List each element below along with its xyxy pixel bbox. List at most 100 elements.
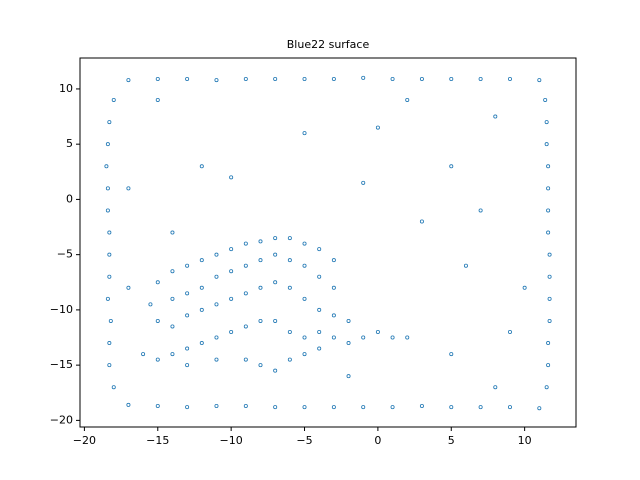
point	[287, 357, 292, 362]
point	[155, 404, 160, 409]
point	[361, 405, 366, 410]
point	[148, 302, 153, 307]
point	[126, 78, 131, 83]
point	[107, 341, 112, 346]
point	[243, 263, 248, 268]
y-tick-label: −10	[50, 303, 73, 316]
point	[107, 252, 112, 257]
point	[126, 186, 131, 191]
point	[546, 341, 551, 346]
point	[258, 363, 263, 368]
point	[302, 296, 307, 301]
point	[405, 97, 410, 102]
point	[449, 352, 454, 357]
point	[405, 335, 410, 340]
point	[544, 142, 549, 147]
point	[317, 247, 322, 252]
y-tick-label: −15	[50, 358, 73, 371]
point	[546, 164, 551, 169]
point	[107, 274, 112, 279]
point	[214, 274, 219, 279]
point	[214, 357, 219, 362]
point	[547, 274, 552, 279]
point	[258, 239, 263, 244]
point	[522, 285, 527, 290]
point	[170, 230, 175, 235]
point	[287, 236, 292, 241]
point	[243, 76, 248, 81]
point	[331, 335, 336, 340]
point	[229, 175, 234, 180]
point	[449, 76, 454, 81]
point	[317, 307, 322, 312]
point	[105, 208, 110, 213]
point	[302, 405, 307, 410]
point	[546, 208, 551, 213]
point	[331, 313, 336, 318]
x-tick-label: −5	[296, 434, 312, 447]
point	[105, 142, 110, 147]
point	[390, 335, 395, 340]
point	[258, 285, 263, 290]
point	[287, 285, 292, 290]
point	[105, 296, 110, 301]
point	[199, 258, 204, 263]
point	[331, 405, 336, 410]
point	[104, 164, 109, 169]
point	[302, 352, 307, 357]
point	[107, 363, 112, 368]
point	[478, 405, 483, 410]
point	[493, 385, 498, 390]
point	[547, 296, 552, 301]
point	[214, 252, 219, 257]
point	[375, 329, 380, 334]
point	[507, 405, 512, 410]
point	[419, 404, 424, 409]
point	[463, 263, 468, 268]
point	[111, 97, 116, 102]
point	[243, 241, 248, 246]
y-tick-label: −5	[57, 248, 73, 261]
point	[478, 208, 483, 213]
point	[478, 76, 483, 81]
point	[185, 405, 190, 410]
point	[361, 335, 366, 340]
point	[302, 131, 307, 136]
point	[346, 341, 351, 346]
point	[449, 164, 454, 169]
point	[185, 291, 190, 296]
point	[243, 404, 248, 409]
point	[170, 352, 175, 357]
point	[346, 374, 351, 379]
point	[273, 280, 278, 285]
point	[507, 329, 512, 334]
point	[214, 335, 219, 340]
y-tick-label: 0	[66, 192, 73, 205]
point	[243, 324, 248, 329]
point	[375, 125, 380, 130]
point	[546, 186, 551, 191]
plot-frame	[79, 57, 577, 428]
point	[199, 285, 204, 290]
x-tick-label: −20	[73, 434, 96, 447]
point	[185, 76, 190, 81]
point	[346, 318, 351, 323]
point	[331, 258, 336, 263]
point	[317, 329, 322, 334]
point	[155, 357, 160, 362]
point	[390, 76, 395, 81]
x-tick-label: 5	[448, 434, 455, 447]
point	[126, 402, 131, 407]
point	[170, 269, 175, 274]
point	[155, 97, 160, 102]
point	[544, 385, 549, 390]
point	[199, 164, 204, 169]
point	[317, 274, 322, 279]
point	[111, 385, 116, 390]
point	[229, 269, 234, 274]
point	[273, 252, 278, 257]
point	[544, 120, 549, 125]
point	[537, 78, 542, 83]
point	[155, 318, 160, 323]
point	[185, 313, 190, 318]
